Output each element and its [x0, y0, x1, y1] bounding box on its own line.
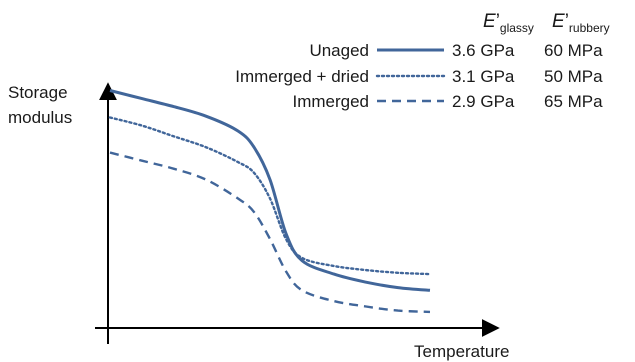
legend-name-immerged-dried: Immerged + dried — [235, 67, 369, 86]
legend-erubbery-immerged: 65 MPa — [544, 92, 603, 111]
series-line-immerged — [109, 151, 431, 314]
series-line-immerged-dried — [108, 116, 432, 276]
x-axis-label: Temperature — [414, 342, 509, 361]
legend-erubbery-unaged: 60 MPa — [544, 41, 603, 60]
legend-eglassy-immerged: 2.9 GPa — [452, 92, 515, 111]
legend-name-immerged: Immerged — [292, 92, 369, 111]
series-line-unaged — [109, 89, 431, 292]
plot-area — [108, 89, 432, 314]
legend-header-glassy: E’glassy — [483, 11, 534, 35]
legend: Unaged 3.6 GPa 60 MPa Immerged + dried 3… — [235, 41, 603, 111]
legend-erubbery-immerged-dried: 50 MPa — [544, 67, 603, 86]
y-axis-label-line1: Storage — [8, 83, 68, 102]
y-axis-label-line2: modulus — [8, 108, 72, 127]
legend-name-unaged: Unaged — [309, 41, 369, 60]
legend-eglassy-immerged-dried: 3.1 GPa — [452, 67, 515, 86]
legend-eglassy-unaged: 3.6 GPa — [452, 41, 515, 60]
legend-header-rubbery: E’rubbery — [552, 11, 610, 35]
